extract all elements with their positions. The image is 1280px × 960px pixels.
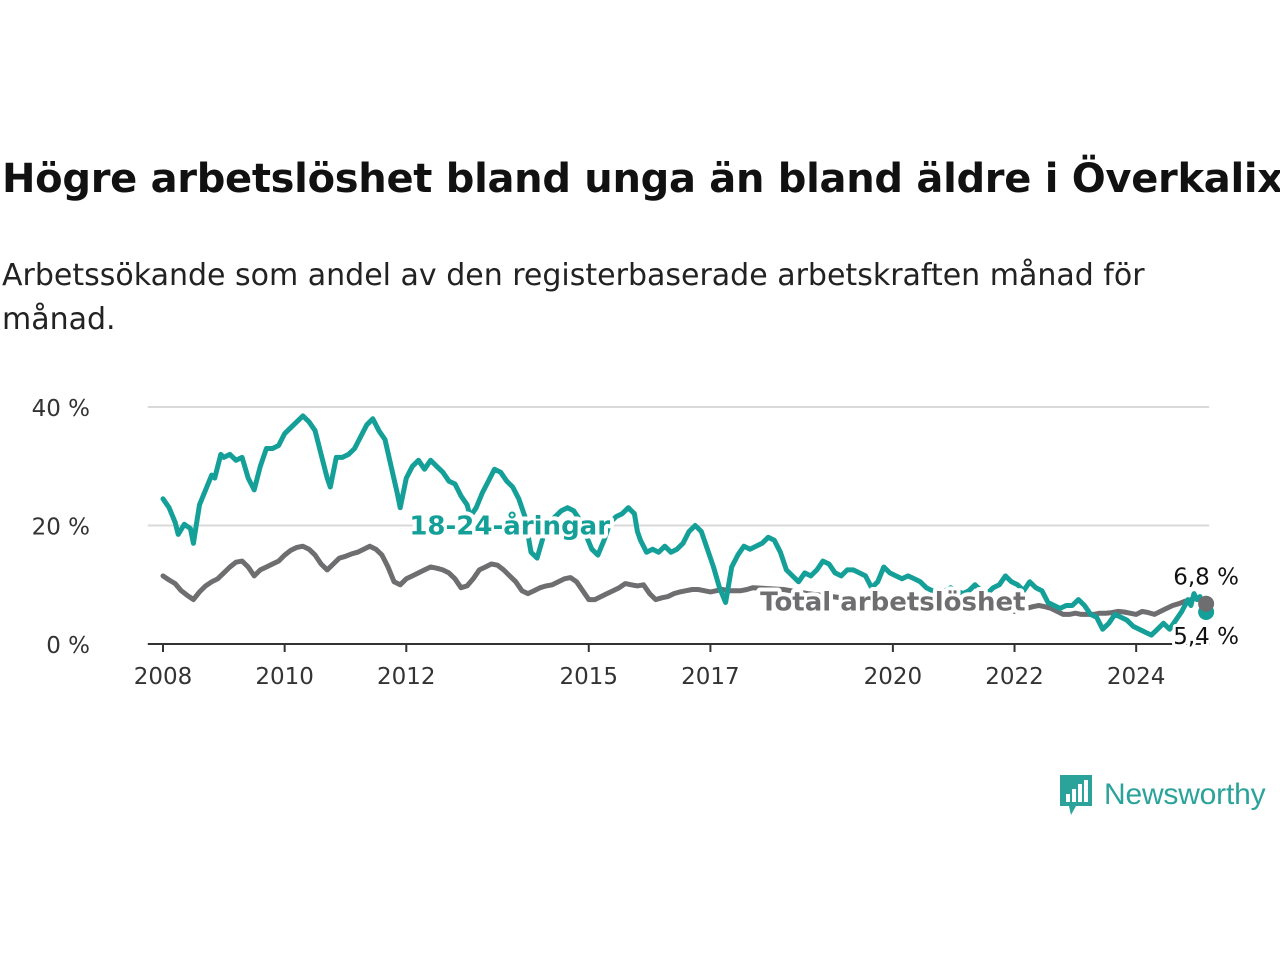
x-tick-label: 2010	[255, 664, 314, 690]
page-subtitle: Arbetssökande som andel av den registerb…	[2, 258, 1145, 337]
x-tick-label: 2012	[377, 664, 436, 690]
series-label-halo: Total arbetslöshet	[760, 587, 1025, 617]
y-tick-label: 0 %	[46, 633, 90, 659]
page-title: Högre arbetslöshet bland unga än bland ä…	[2, 156, 1280, 202]
x-tick-label: 2015	[559, 664, 618, 690]
chart-series	[160, 413, 1209, 638]
series-line	[160, 543, 1209, 617]
newsworthy-brand[interactable]: Newsworthy	[1058, 772, 1266, 818]
series-line	[160, 413, 1209, 638]
bar-chart-speech-bubble-icon	[1060, 775, 1092, 815]
y-tick-label: 20 %	[32, 515, 90, 541]
line-chart: 0 % 20 % 40 % 2008 2010 2012 2015 2017 2020 2022…	[32, 396, 1242, 690]
gridlines	[147, 406, 1210, 527]
x-tick-label: 2017	[681, 664, 740, 690]
x-tick-label: 2020	[864, 664, 923, 690]
series-label-halo: 18-24-åringar	[409, 510, 610, 542]
y-axis: 0 % 20 % 40 %	[32, 396, 90, 659]
end-value-label-halo: 5,4 %	[1173, 624, 1239, 650]
series-label: Total arbetslöshet	[760, 587, 1025, 617]
x-tick-label: 2008	[134, 664, 193, 690]
x-tick-label: 2022	[985, 664, 1044, 690]
brand-name: Newsworthy	[1104, 778, 1266, 811]
end-value-label: 6,8 %	[1173, 565, 1239, 591]
x-axis: 2008 2010 2012 2015 2017 2020 2022 2024	[134, 643, 1210, 690]
y-tick-label: 40 %	[32, 396, 90, 422]
x-tick-label: 2024	[1107, 664, 1166, 690]
series-end-marker	[1198, 595, 1215, 612]
end-value-label: 5,4 %	[1173, 624, 1239, 650]
series-label: 18-24-åringar	[409, 510, 610, 542]
end-value-label-halo: 6,8 %	[1173, 565, 1239, 591]
